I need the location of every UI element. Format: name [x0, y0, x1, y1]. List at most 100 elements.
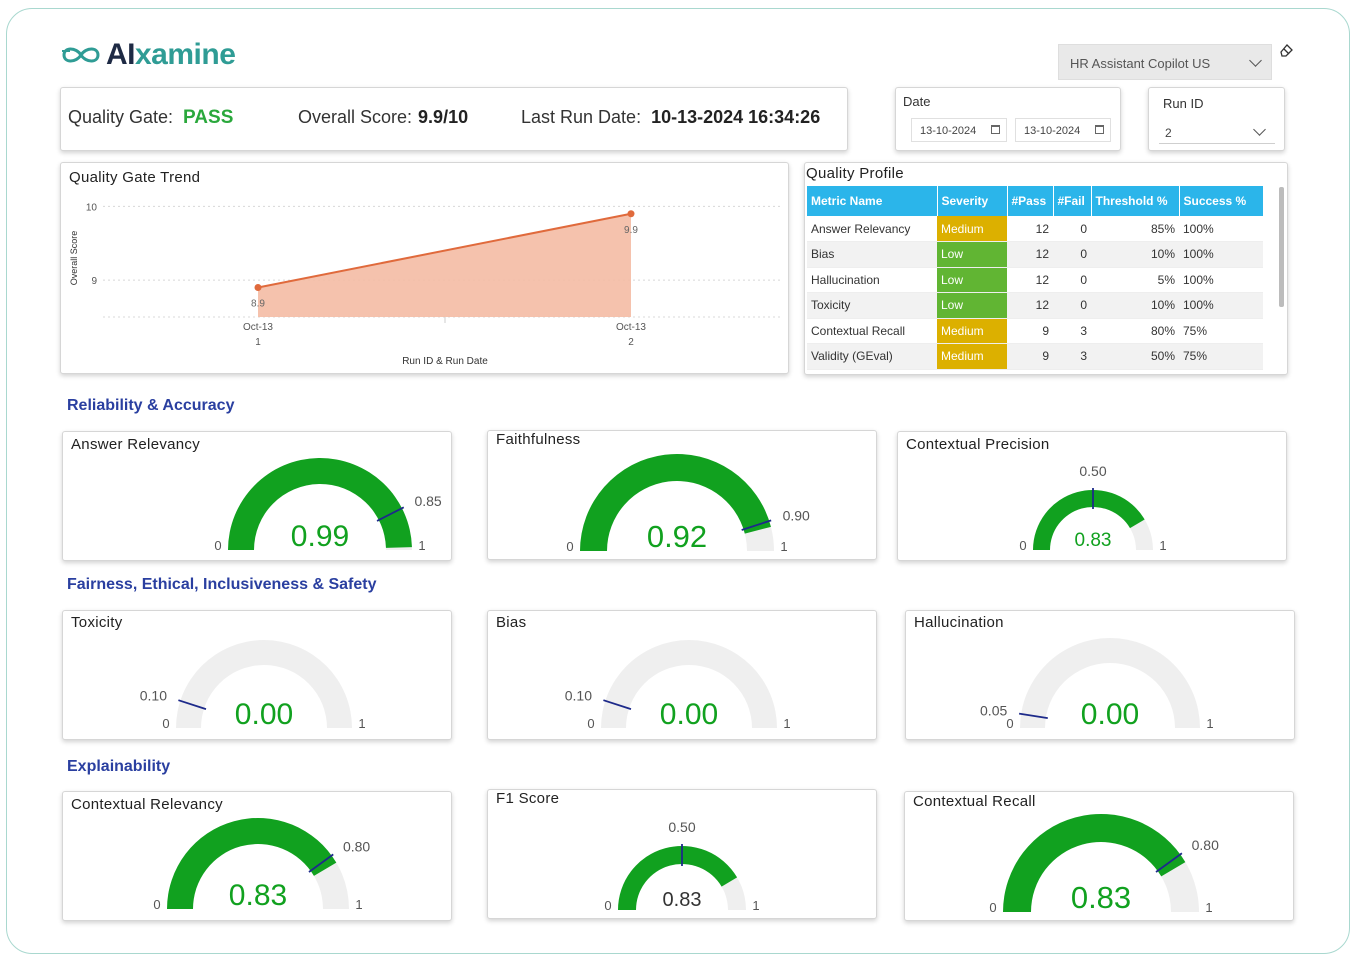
column-header[interactable]: Severity	[937, 186, 1008, 216]
cell-success: 75%	[1179, 318, 1263, 344]
gauge-value: 0.83	[1075, 530, 1112, 551]
data-point[interactable]	[627, 210, 635, 218]
gauge-min-label: 0	[1006, 716, 1013, 731]
gauge-title: Hallucination	[914, 614, 1004, 631]
section-fairness: Fairness, Ethical, Inclusiveness & Safet…	[67, 576, 377, 593]
eraser-icon[interactable]	[1278, 42, 1294, 58]
gauge-title: Contextual Relevancy	[71, 796, 223, 813]
y-tick-label: 10	[86, 202, 98, 213]
infinity-logo-icon	[62, 47, 100, 63]
gauge-min-label: 0	[604, 898, 611, 913]
data-label: 9.9	[624, 225, 638, 236]
gauge-min-label: 0	[587, 716, 594, 731]
cell-fail: 3	[1053, 318, 1091, 344]
gauge-chart: 0.83 0 1 0.80	[153, 818, 370, 912]
calendar-icon[interactable]	[991, 125, 1000, 134]
gauge-target-label: 0.90	[783, 508, 810, 524]
cell-fail: 3	[1053, 343, 1091, 370]
gauge-max-label: 1	[1206, 716, 1213, 731]
gauge-min-label: 0	[162, 716, 169, 731]
gauge-title: Bias	[496, 614, 527, 631]
last-run-value: 10-13-2024 16:34:26	[651, 107, 821, 127]
cell-pass: 9	[1007, 343, 1053, 370]
column-header[interactable]: Success %	[1179, 186, 1264, 216]
run-id-filter: Run ID 2	[1148, 87, 1285, 151]
chevron-down-icon	[1253, 123, 1266, 136]
gauge-chart: 0.00 0 1 0.05	[980, 638, 1214, 731]
cell-pass: 12	[1007, 216, 1053, 242]
run-id-value: 2	[1165, 126, 1172, 140]
cell-success: 75%	[1179, 343, 1263, 370]
cell-fail: 0	[1053, 216, 1091, 242]
cell-success: 100%	[1179, 241, 1263, 268]
gauge-max-label: 1	[418, 538, 425, 553]
gauge-value: 0.00	[1081, 698, 1139, 731]
gauge-max-label: 1	[358, 716, 365, 731]
gauge-min-label: 0	[153, 897, 160, 912]
gauge-track	[176, 640, 352, 728]
gauge-target-marker	[1018, 712, 1048, 720]
gauge-fill	[1033, 490, 1145, 550]
gauge-target-label: 0.10	[140, 687, 167, 703]
cell-severity: Low	[937, 267, 1007, 293]
date-to-input[interactable]: 13-10-2024	[1015, 118, 1111, 142]
gauge-target-label: 0.10	[565, 687, 592, 703]
column-header[interactable]: #Pass	[1007, 186, 1054, 216]
cell-severity: Low	[937, 241, 1007, 268]
cell-fail: 0	[1053, 292, 1091, 319]
cell-fail: 0	[1053, 267, 1091, 293]
overall-score-value: 9.9/10	[418, 107, 469, 127]
gauge-card: Faithfulness 0.92 0 1 0.90	[487, 430, 877, 560]
gauge-target-label: 0.50	[1079, 463, 1106, 479]
date-from-input[interactable]: 13-10-2024	[911, 118, 1007, 142]
date-filter: Date 13-10-2024 13-10-2024	[895, 87, 1121, 151]
data-point[interactable]	[254, 284, 262, 291]
chevron-down-icon	[1249, 54, 1262, 67]
table-row[interactable]: Answer Relevancy Medium 12 0 85% 100%	[807, 216, 1263, 242]
date-from-value: 13-10-2024	[920, 125, 977, 137]
x-axis-label: Run ID & Run Date	[402, 356, 488, 367]
overall-score: Overall Score: 9.9/10	[298, 107, 468, 128]
gauge-target-marker	[741, 519, 772, 531]
quality-gate-label: Quality Gate:	[68, 107, 174, 127]
gauge-max-label: 1	[1205, 900, 1212, 915]
gauge-min-label: 0	[214, 538, 221, 553]
table-row[interactable]: Hallucination Low 12 0 5% 100%	[807, 267, 1263, 293]
gauge-card: Toxicity 0.00 0 1 0.10	[62, 610, 452, 740]
cell-metric: Validity (GEval)	[807, 343, 937, 370]
quality-gate-value: PASS	[183, 107, 234, 128]
run-id-dropdown[interactable]: 2	[1159, 118, 1275, 144]
gauge-title: Contextual Recall	[913, 793, 1036, 810]
trend-chart: 9 10 8.9 Oct-13 1 9.9 Oct-13 2 Run ID & Run Date…	[69, 202, 783, 367]
column-header[interactable]: #Fail	[1053, 186, 1092, 216]
cell-metric: Answer Relevancy	[807, 216, 937, 242]
gauge-card: Bias 0.00 0 1 0.10	[487, 610, 877, 740]
gauge-target-label: 0.85	[414, 493, 441, 509]
table-row[interactable]: Toxicity Low 12 0 10% 100%	[807, 292, 1263, 319]
gauge-value: 0.83	[1071, 880, 1131, 915]
cell-pass: 12	[1007, 241, 1053, 268]
cell-severity: Medium	[937, 216, 1007, 242]
table-row[interactable]: Bias Low 12 0 10% 100%	[807, 241, 1263, 268]
column-header[interactable]: Threshold %	[1091, 186, 1180, 216]
column-header[interactable]: Metric Name	[807, 186, 938, 216]
cell-threshold: 10%	[1091, 241, 1179, 268]
gauge-max-label: 1	[752, 898, 759, 913]
gauge-target-marker	[178, 699, 207, 711]
gauge-card: Hallucination 0.00 0 1 0.05	[905, 610, 1295, 740]
gauge-chart: 0.99 0 1 0.85	[214, 458, 442, 553]
calendar-icon[interactable]	[1095, 125, 1104, 134]
gauge-card: Answer Relevancy 0.99 0 1 0.85	[62, 431, 452, 561]
date-filter-label: Date	[903, 94, 931, 109]
gauge-fill	[580, 454, 771, 551]
table-row[interactable]: Validity (GEval) Medium 9 3 50% 75%	[807, 343, 1263, 370]
summary-card: Quality Gate: PASS Overall Score: 9.9/10 L…	[60, 87, 848, 151]
gauge-title: Answer Relevancy	[71, 436, 201, 453]
table-scrollbar[interactable]	[1279, 187, 1284, 307]
cell-pass: 12	[1007, 292, 1053, 319]
overall-score-label: Overall Score:	[298, 107, 413, 127]
gauge-target-marker	[376, 506, 405, 522]
app-selector-dropdown[interactable]: HR Assistant Copilot US	[1058, 44, 1272, 80]
gauge-chart: 0.92 0 1 0.90	[566, 454, 810, 554]
table-row[interactable]: Contextual Recall Medium 9 3 80% 75%	[807, 318, 1263, 344]
